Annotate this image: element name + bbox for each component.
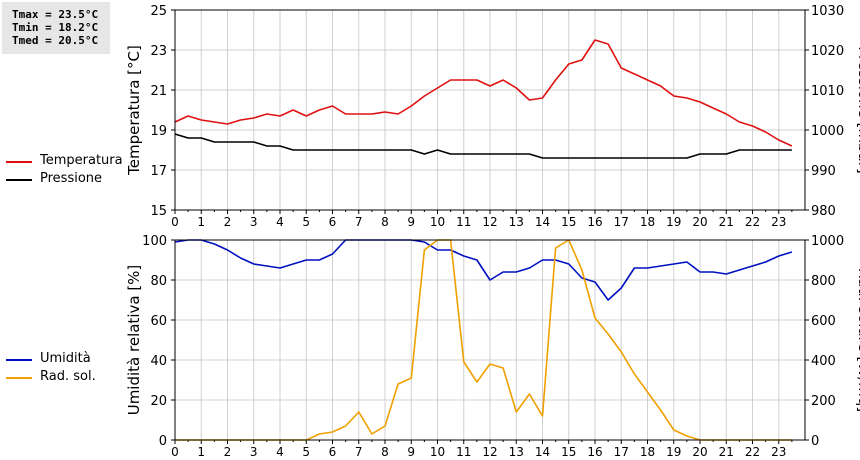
legend-label-umidita: Umidità — [40, 351, 91, 366]
legend-swatch-umidita — [6, 359, 32, 361]
x-tick-label: 14 — [535, 215, 550, 229]
x-tick-label: 12 — [482, 445, 497, 459]
legend-label-radsol: Rad. sol. — [40, 369, 96, 384]
right-y-tick-label: 1020 — [811, 44, 844, 59]
left-axis-label: Umidità relativa [%] — [125, 265, 143, 416]
x-tick-label: 19 — [666, 445, 681, 459]
stats-tmax: Tmax = 23.5°C — [12, 8, 99, 21]
x-tick-label: 1 — [197, 215, 205, 229]
series-line-temperatura — [175, 39, 793, 147]
x-tick-label: 16 — [587, 445, 602, 459]
x-tick-label: 6 — [329, 215, 337, 229]
x-tick-label: 18 — [640, 215, 655, 229]
plot-frame — [174, 239, 806, 441]
x-tick-label: 10 — [430, 445, 445, 459]
right-y-tick-label: 800 — [811, 274, 836, 289]
left-y-tick-label: 80 — [150, 274, 167, 289]
x-tick-label: 9 — [407, 215, 415, 229]
x-tick-label: 7 — [355, 445, 363, 459]
x-tick-label: 3 — [250, 445, 258, 459]
x-tick-label: 14 — [535, 445, 550, 459]
x-tick-label: 9 — [407, 445, 415, 459]
left-y-tick-label: 60 — [150, 314, 167, 329]
x-tick-label: 15 — [561, 445, 576, 459]
x-tick-label: 22 — [745, 445, 760, 459]
x-tick-label: 6 — [329, 445, 337, 459]
x-tick-label: 2 — [224, 215, 232, 229]
left-y-tick-label: 40 — [150, 354, 167, 369]
x-tick-label: 23 — [771, 215, 786, 229]
left-y-tick-label: 100 — [142, 234, 167, 249]
x-tick-label: 18 — [640, 445, 655, 459]
x-tick-label: 15 — [561, 215, 576, 229]
series-line-umidit — [175, 239, 793, 301]
right-y-tick-label: 600 — [811, 314, 836, 329]
left-y-tick-label: 0 — [159, 434, 167, 449]
left-axis-label: Temperatura [°C] — [125, 45, 143, 176]
x-tick-label: 10 — [430, 215, 445, 229]
x-tick-label: 8 — [381, 445, 389, 459]
x-tick-label: 11 — [456, 215, 471, 229]
x-tick-label: 13 — [509, 445, 524, 459]
stats-tmin: Tmin = 18.2°C — [12, 21, 99, 34]
left-y-tick-label: 25 — [150, 4, 167, 19]
series-line-pressione — [175, 133, 792, 159]
x-tick-label: 21 — [719, 445, 734, 459]
x-tick-label: 19 — [666, 215, 681, 229]
legend-swatch-temperatura — [6, 161, 32, 163]
stats-box: Tmax = 23.5°C Tmin = 18.2°C Tmed = 20.5°… — [2, 2, 110, 54]
right-y-tick-label: 200 — [811, 394, 836, 409]
x-tick-label: 17 — [614, 215, 629, 229]
x-tick-label: 7 — [355, 215, 363, 229]
x-tick-label: 0 — [171, 445, 179, 459]
x-tick-label: 17 — [614, 445, 629, 459]
right-y-tick-label: 990 — [811, 164, 836, 179]
right-y-tick-label: 1000 — [811, 124, 844, 139]
legend-swatch-radsol — [6, 377, 32, 379]
left-y-tick-label: 17 — [150, 164, 167, 179]
right-axis-label: Rad. solare [W/mq] — [855, 268, 860, 412]
left-y-tick-label: 20 — [150, 394, 167, 409]
x-tick-label: 16 — [587, 215, 602, 229]
x-tick-label: 0 — [171, 215, 179, 229]
right-y-tick-label: 0 — [811, 434, 819, 449]
x-tick-label: 3 — [250, 215, 258, 229]
chart-panel-0: 0 1 2 3 4 5 6 7 8 9 10 11 12 13 14 15 16 17 18 19 20 21 22 2315… — [125, 4, 860, 229]
x-tick-label: 23 — [771, 445, 786, 459]
right-axis-label: Pressione [mbar] — [855, 46, 860, 174]
x-tick-label: 2 — [224, 445, 232, 459]
x-tick-label: 5 — [302, 215, 310, 229]
x-tick-label: 4 — [276, 215, 284, 229]
left-y-tick-label: 15 — [150, 204, 167, 219]
right-y-tick-label: 980 — [811, 204, 836, 219]
left-y-tick-label: 19 — [150, 124, 167, 139]
x-tick-label: 11 — [456, 445, 471, 459]
x-tick-label: 5 — [302, 445, 310, 459]
left-y-tick-label: 23 — [150, 44, 167, 59]
x-tick-label: 21 — [719, 215, 734, 229]
legend-label-pressione: Pressione — [40, 171, 103, 186]
plot-frame — [174, 9, 806, 211]
x-tick-label: 22 — [745, 215, 760, 229]
right-y-tick-label: 1010 — [811, 84, 844, 99]
x-tick-label: 13 — [509, 215, 524, 229]
x-tick-label: 1 — [197, 445, 205, 459]
chart-panel-1: 0 1 2 3 4 5 6 7 8 9 10 11 12 13 14 15 16 17 18 19 20 21 22 2302… — [125, 234, 860, 459]
x-tick-label: 20 — [692, 215, 707, 229]
right-y-tick-label: 400 — [811, 354, 836, 369]
right-y-tick-label: 1000 — [811, 234, 844, 249]
stats-tmed: Tmed = 20.5°C — [12, 34, 99, 47]
legend-swatch-pressione — [6, 179, 32, 181]
legend-label-temperatura: Temperatura — [40, 153, 123, 168]
x-tick-label: 12 — [482, 215, 497, 229]
x-tick-label: 4 — [276, 445, 284, 459]
right-y-tick-label: 1030 — [811, 4, 844, 19]
left-y-tick-label: 21 — [150, 84, 167, 99]
x-tick-label: 20 — [692, 445, 707, 459]
x-tick-label: 8 — [381, 215, 389, 229]
